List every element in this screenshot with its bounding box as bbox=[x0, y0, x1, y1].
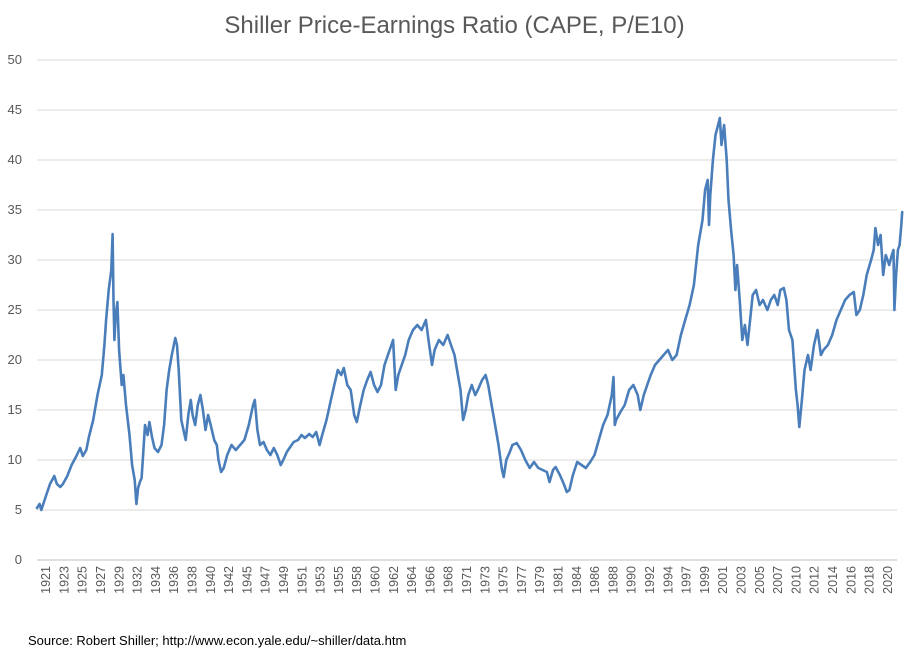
y-tick-label: 35 bbox=[8, 202, 22, 217]
x-tick-label: 1932 bbox=[131, 566, 145, 594]
x-tick-label: 1966 bbox=[423, 566, 437, 594]
x-tick-label: 1929 bbox=[112, 566, 126, 594]
y-tick-label: 45 bbox=[8, 102, 22, 117]
y-tick-label: 30 bbox=[8, 252, 22, 267]
x-tick-label: 2020 bbox=[881, 566, 895, 594]
x-tick-label: 1958 bbox=[350, 566, 364, 594]
x-tick-label: 1925 bbox=[76, 566, 90, 594]
x-tick-label: 2001 bbox=[716, 566, 730, 594]
x-tick-label: 1990 bbox=[625, 566, 639, 594]
x-tick-label: 2007 bbox=[771, 566, 785, 594]
x-tick-label: 1951 bbox=[295, 566, 309, 594]
x-tick-label: 2012 bbox=[808, 566, 822, 594]
y-axis: 0 5 10 15 20 25 30 35 40 45 50 bbox=[8, 52, 22, 567]
x-axis: 1921 1923 1925 1927 1929 1932 1934 1936 1938 1940… bbox=[39, 566, 895, 594]
x-tick-label: 1994 bbox=[661, 566, 675, 594]
gridlines bbox=[37, 59, 897, 561]
x-tick-label: 1999 bbox=[698, 566, 712, 594]
x-tick-label: 1971 bbox=[460, 566, 474, 594]
x-tick-label: 1945 bbox=[240, 566, 254, 594]
x-tick-label: 2005 bbox=[753, 566, 767, 594]
x-tick-label: 1923 bbox=[57, 566, 71, 594]
y-tick-label: 25 bbox=[8, 302, 22, 317]
y-tick-label: 10 bbox=[8, 452, 22, 467]
x-tick-label: 1973 bbox=[478, 566, 492, 594]
plot-area bbox=[35, 116, 904, 512]
x-tick-label: 1953 bbox=[314, 566, 328, 594]
chart-title: Shiller Price-Earnings Ratio (CAPE, P/E1… bbox=[224, 12, 685, 39]
x-tick-label: 1986 bbox=[588, 566, 602, 594]
source-note: Source: Robert Shiller; http://www.econ.… bbox=[28, 633, 407, 648]
x-tick-label: 1940 bbox=[204, 566, 218, 594]
x-tick-label: 1962 bbox=[387, 566, 401, 594]
x-tick-label: 1927 bbox=[94, 566, 108, 594]
x-tick-label: 1968 bbox=[442, 566, 456, 594]
x-tick-label: 1955 bbox=[332, 566, 346, 594]
y-tick-label: 50 bbox=[8, 52, 22, 67]
x-tick-label: 1949 bbox=[277, 566, 291, 594]
x-tick-label: 1938 bbox=[186, 566, 200, 594]
y-tick-label: 0 bbox=[15, 552, 22, 567]
y-tick-label: 40 bbox=[8, 152, 22, 167]
x-tick-label: 1977 bbox=[515, 566, 529, 594]
x-tick-label: 1984 bbox=[570, 566, 584, 594]
x-tick-label: 1964 bbox=[405, 566, 419, 594]
y-tick-label: 5 bbox=[15, 502, 22, 517]
x-tick-label: 2010 bbox=[789, 566, 803, 594]
x-tick-label: 2003 bbox=[735, 566, 749, 594]
series-line-cape bbox=[35, 116, 904, 512]
x-tick-label: 1936 bbox=[167, 566, 181, 594]
x-tick-label: 1921 bbox=[39, 566, 53, 594]
x-tick-label: 2016 bbox=[844, 566, 858, 594]
y-tick-label: 20 bbox=[8, 352, 22, 367]
x-tick-label: 1960 bbox=[369, 566, 383, 594]
x-tick-label: 1988 bbox=[606, 566, 620, 594]
x-tick-label: 1992 bbox=[643, 566, 657, 594]
x-tick-label: 2014 bbox=[826, 566, 840, 594]
x-tick-label: 1981 bbox=[552, 566, 566, 594]
x-tick-label: 1934 bbox=[149, 566, 163, 594]
x-tick-label: 1975 bbox=[497, 566, 511, 594]
y-tick-label: 15 bbox=[8, 402, 22, 417]
x-tick-label: 1979 bbox=[533, 566, 547, 594]
x-tick-label: 1947 bbox=[259, 566, 273, 594]
x-tick-label: 1942 bbox=[222, 566, 236, 594]
x-tick-label: 1997 bbox=[680, 566, 694, 594]
x-tick-label: 2018 bbox=[863, 566, 877, 594]
